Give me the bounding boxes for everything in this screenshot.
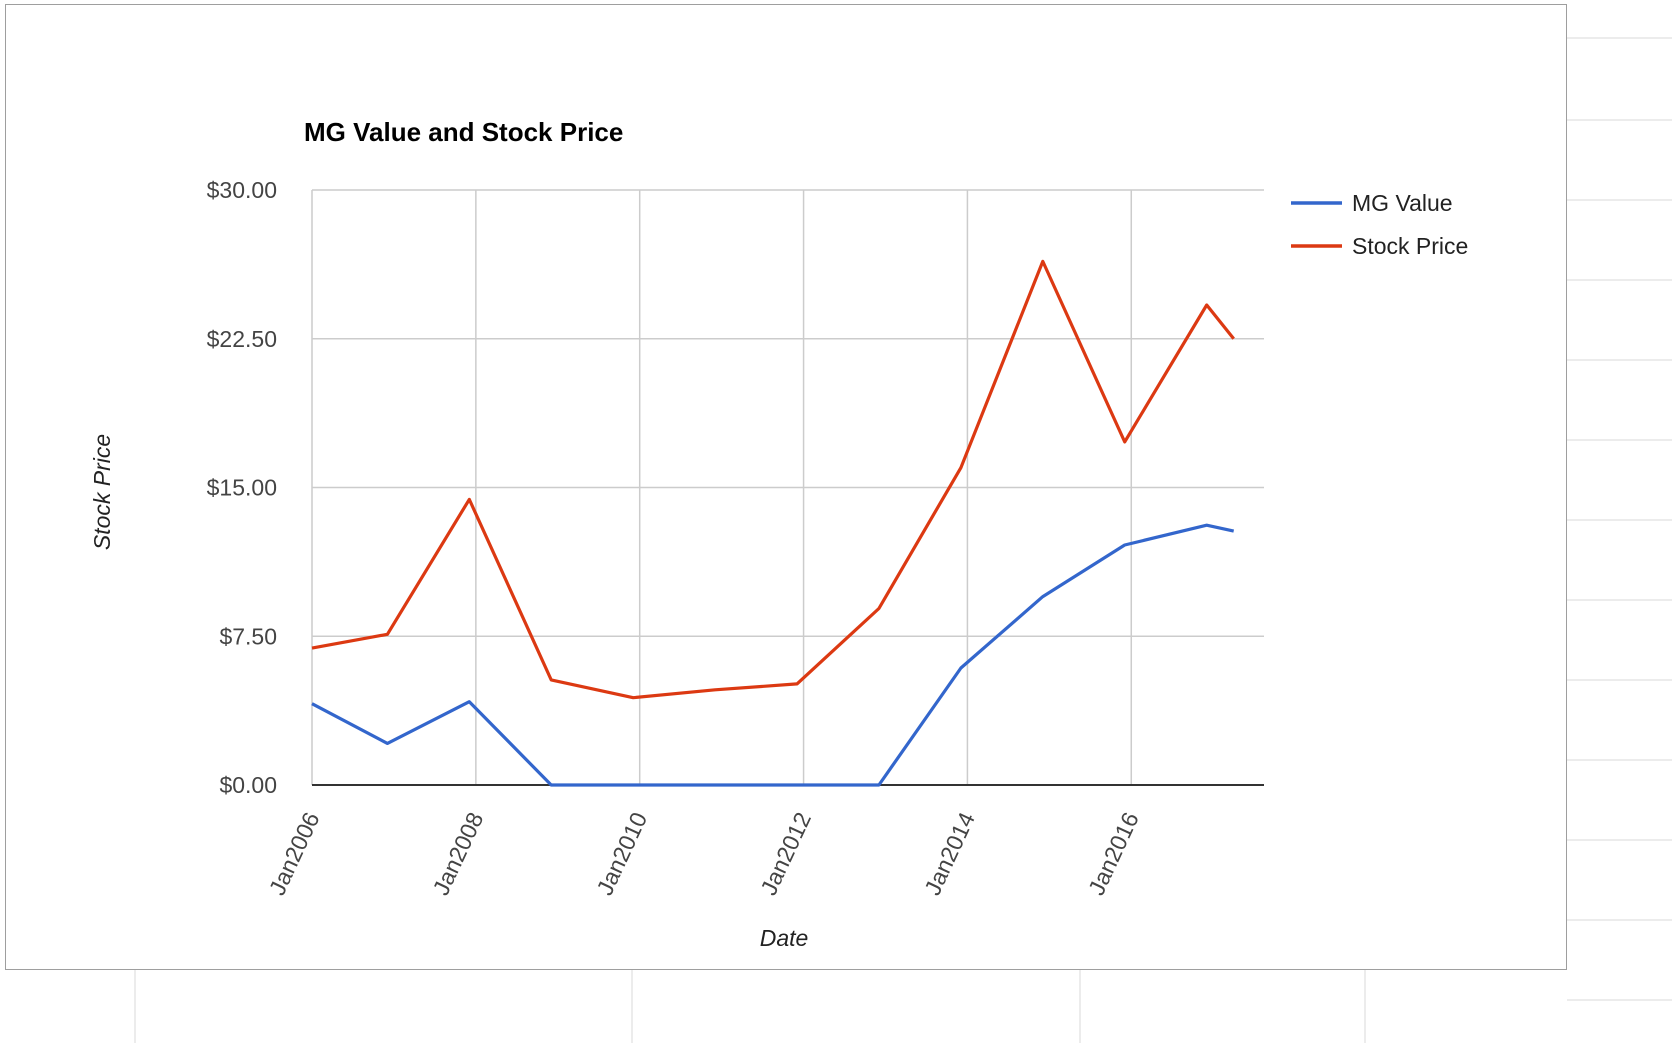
legend: MG Value Stock Price	[1291, 190, 1468, 259]
series-line-stock-price[interactable]	[311, 259, 1235, 700]
y-tick-label: $0.00	[219, 772, 277, 798]
y-tick-label: $22.50	[207, 326, 277, 352]
x-tick-label: Jan2010	[591, 808, 652, 899]
y-gridlines	[312, 189, 1264, 637]
line-chart: MG Value and Stock Price $0.00 $7.50 $15.0…	[89, 117, 1468, 951]
series-lines	[311, 259, 1235, 787]
y-axis-ticks: $0.00 $7.50 $15.00 $22.50 $30.00	[207, 177, 277, 798]
x-gridlines	[311, 190, 1133, 785]
series-line-mg-value[interactable]	[311, 523, 1235, 787]
legend-label: Stock Price	[1352, 233, 1468, 259]
x-axis-ticks: Jan2006 Jan2008 Jan2010 Jan2012 Jan2014 Jan20…	[264, 808, 1144, 899]
chart-container[interactable]: MG Value and Stock Price $0.00 $7.50 $15.0…	[5, 4, 1567, 970]
legend-label: MG Value	[1352, 190, 1453, 216]
y-tick-label: $30.00	[207, 177, 277, 203]
y-tick-label: $7.50	[219, 623, 277, 649]
y-axis-title: Stock Price	[89, 434, 115, 550]
x-tick-label: Jan2006	[264, 808, 325, 899]
y-tick-label: $15.00	[207, 475, 277, 501]
x-axis-title: Date	[760, 925, 809, 951]
chart-title: MG Value and Stock Price	[304, 117, 623, 147]
x-tick-label: Jan2014	[919, 808, 980, 899]
x-tick-label: Jan2012	[755, 808, 816, 899]
x-tick-label: Jan2016	[1083, 808, 1144, 899]
x-tick-label: Jan2008	[428, 808, 489, 899]
